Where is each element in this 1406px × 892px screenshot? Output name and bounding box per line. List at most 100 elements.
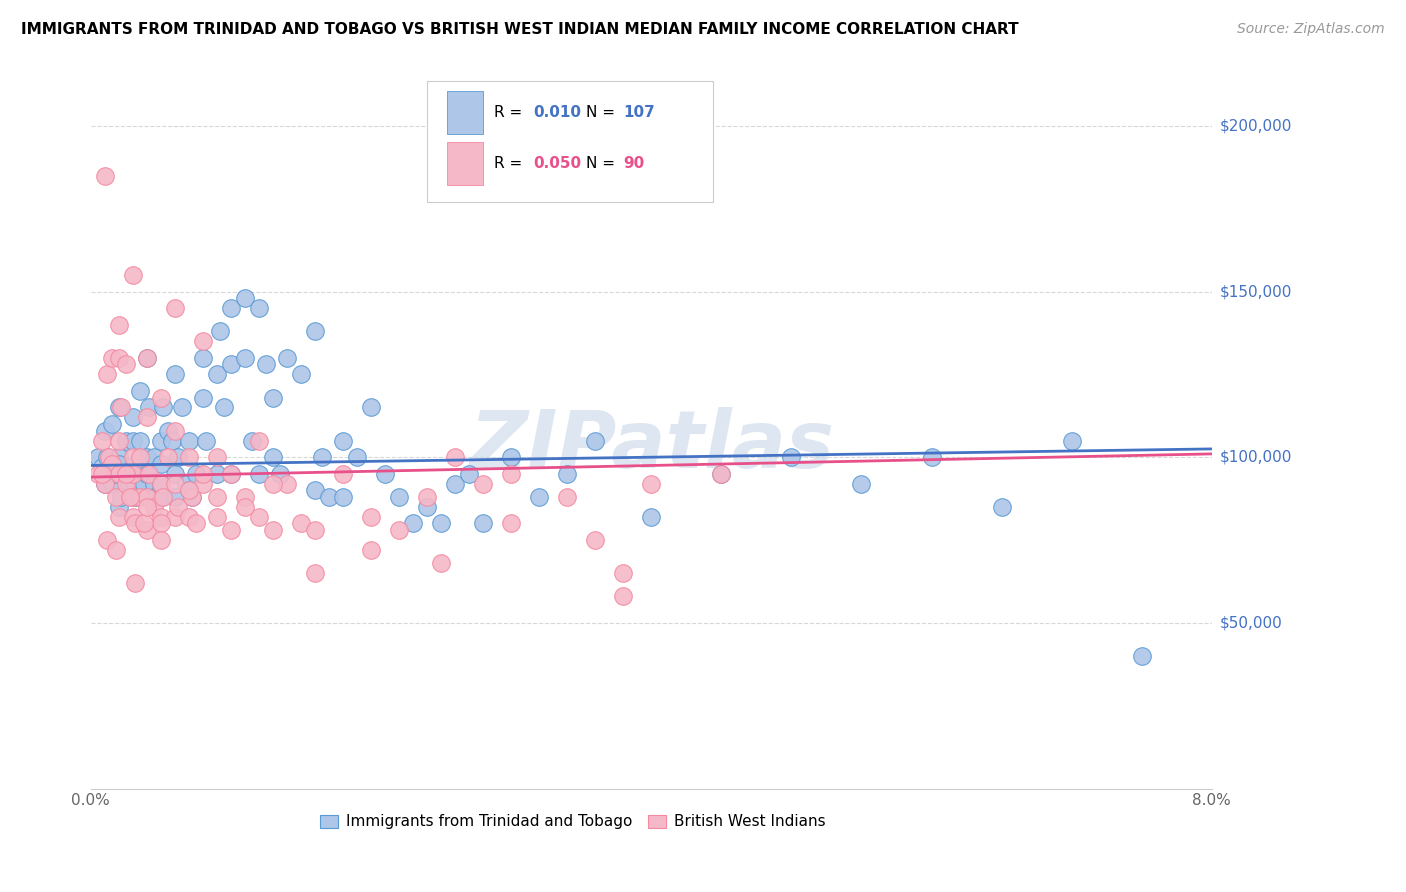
Point [107, 450, 129, 465]
Point [135, 523, 157, 537]
Point [304, 483, 326, 498]
Point [205, 368, 228, 382]
Point [93, 476, 115, 491]
Point [114, 434, 136, 448]
Text: $50,000: $50,000 [1220, 615, 1282, 631]
Point [360, 509, 382, 524]
Point [458, 467, 481, 481]
Legend: Immigrants from Trinidad and Tobago, British West Indians: Immigrants from Trinidad and Tobago, Bri… [314, 808, 831, 836]
Point [247, 467, 270, 481]
Point [612, 590, 634, 604]
Point [205, 509, 228, 524]
Point [121, 450, 143, 465]
Point [208, 324, 231, 338]
Point [212, 401, 235, 415]
Point [174, 476, 197, 491]
Point [142, 450, 165, 465]
Point [100, 351, 122, 365]
Point [233, 291, 256, 305]
Point [290, 516, 312, 531]
Point [219, 358, 242, 372]
Point [128, 483, 150, 498]
Point [346, 450, 368, 465]
Point [640, 476, 662, 491]
Point [219, 467, 242, 481]
Point [107, 500, 129, 514]
Point [851, 476, 873, 491]
Text: Source: ZipAtlas.com: Source: ZipAtlas.com [1237, 22, 1385, 37]
Point [124, 576, 146, 591]
Point [710, 467, 733, 481]
Point [163, 424, 186, 438]
Text: $150,000: $150,000 [1220, 284, 1292, 299]
Point [104, 467, 127, 481]
Point [163, 490, 186, 504]
Text: 90: 90 [623, 156, 644, 171]
Point [114, 476, 136, 491]
Point [233, 351, 256, 365]
Point [262, 450, 284, 465]
Point [177, 450, 200, 465]
Point [96, 450, 118, 465]
Point [233, 500, 256, 514]
Point [135, 500, 157, 514]
Point [311, 450, 333, 465]
Point [107, 351, 129, 365]
Point [416, 490, 439, 504]
Point [107, 401, 129, 415]
Point [166, 450, 188, 465]
Point [205, 490, 228, 504]
Point [121, 490, 143, 504]
Point [128, 384, 150, 398]
Text: $100,000: $100,000 [1220, 450, 1292, 465]
Point [121, 467, 143, 481]
Point [104, 543, 127, 558]
Text: 0.050: 0.050 [533, 156, 582, 171]
Point [177, 483, 200, 498]
Point [191, 391, 214, 405]
Point [107, 467, 129, 481]
Point [276, 476, 298, 491]
Point [360, 543, 382, 558]
Point [219, 523, 242, 537]
Point [430, 516, 453, 531]
Point [125, 490, 148, 504]
Point [149, 509, 172, 524]
Point [132, 476, 155, 491]
Point [166, 500, 188, 514]
Point [583, 533, 606, 547]
Point [100, 417, 122, 431]
Point [184, 516, 207, 531]
Point [163, 509, 186, 524]
FancyBboxPatch shape [447, 91, 484, 134]
Point [121, 490, 143, 504]
Point [104, 490, 127, 504]
Point [121, 509, 143, 524]
Point [100, 476, 122, 491]
Point [149, 476, 172, 491]
Point [304, 566, 326, 581]
Point [135, 351, 157, 365]
Point [170, 401, 193, 415]
Point [124, 516, 146, 531]
Point [86, 450, 108, 465]
Point [247, 509, 270, 524]
Point [100, 457, 122, 471]
Point [128, 434, 150, 448]
Point [177, 483, 200, 498]
Point [219, 467, 242, 481]
Point [990, 500, 1012, 514]
Point [163, 301, 186, 315]
Point [142, 490, 165, 504]
Point [527, 490, 550, 504]
Text: R =: R = [495, 156, 523, 171]
Point [121, 467, 143, 481]
Point [135, 351, 157, 365]
Point [163, 467, 186, 481]
Point [149, 533, 172, 547]
Point [135, 450, 157, 465]
Point [276, 351, 298, 365]
Point [149, 434, 172, 448]
Point [388, 490, 411, 504]
Point [180, 490, 202, 504]
